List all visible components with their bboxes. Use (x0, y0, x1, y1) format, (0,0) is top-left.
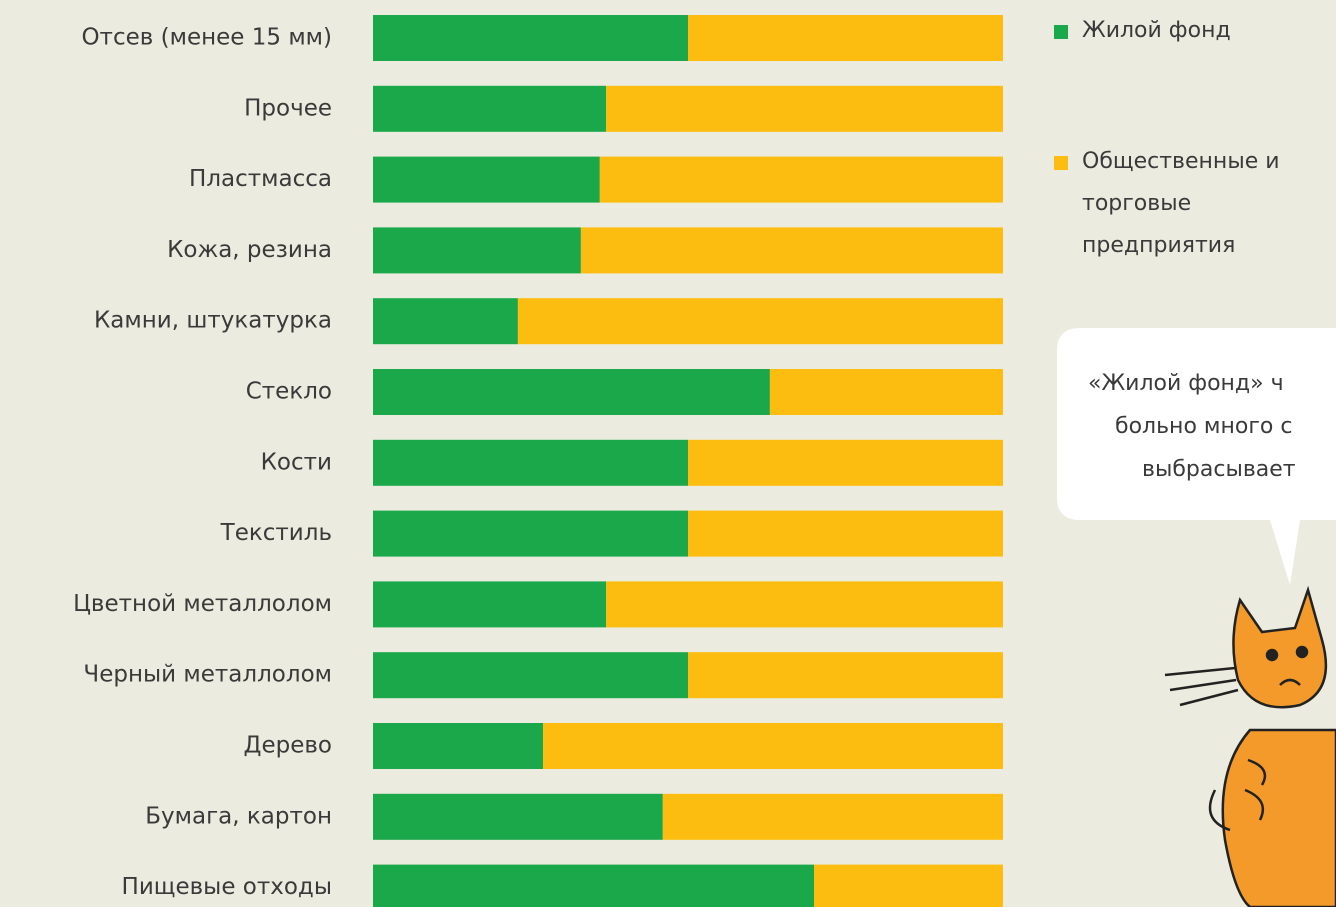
y-tick-label: Камни, штукатурка (94, 308, 332, 334)
bar-segment (373, 510, 688, 557)
y-tick-label: Текстиль (220, 520, 332, 546)
y-tick-label: Дерево (244, 733, 333, 759)
bar-segment (580, 227, 1003, 274)
annotation-text: «Жилой фонд» ч (1088, 371, 1284, 396)
cat-illustration (1164, 585, 1336, 907)
y-tick-label: Цветной металлолом (73, 591, 332, 617)
bar-segment (688, 652, 1003, 699)
bar-segment (688, 510, 1003, 557)
y-tick-label: Кости (261, 449, 332, 475)
bar-segment (373, 864, 814, 907)
legend-swatch (1054, 156, 1068, 170)
annotation-text: больно много с (1115, 414, 1292, 439)
bar-segment (606, 581, 1003, 628)
bar-segment (814, 864, 1003, 907)
bar-segment (769, 369, 1003, 415)
bar-segment (373, 369, 770, 415)
bar-segment (688, 15, 1003, 61)
bar-segment (373, 298, 518, 345)
bar-segment (373, 581, 607, 628)
bar-segment (543, 723, 1003, 769)
bar-segment (517, 298, 1003, 345)
bar-segment (373, 652, 688, 699)
y-tick-label: Черный металлолом (83, 662, 332, 688)
legend-label: Общественные и торговые предприятия (1082, 149, 1280, 258)
bar-segment (662, 793, 1003, 840)
y-tick-label: Пластмасса (189, 166, 332, 192)
legend-swatch (1054, 25, 1068, 39)
y-tick-label: Пищевые отходы (122, 874, 332, 900)
bar-segment (599, 156, 1003, 203)
y-tick-label: Кожа, резина (167, 237, 332, 263)
bar-segment (373, 85, 607, 132)
legend-label: Жилой фонд (1082, 18, 1231, 43)
bar-segment (373, 793, 663, 840)
bar-segment (688, 439, 1003, 486)
bar-segment (373, 723, 544, 769)
bar-segment (373, 15, 688, 61)
bar-segment (373, 156, 600, 203)
y-tick-label: Отсев (менее 15 мм) (81, 25, 332, 51)
annotation-text: выбрасывает (1142, 457, 1296, 482)
y-tick-label: Прочее (244, 95, 332, 121)
speech-bubble (1057, 328, 1336, 585)
bar-segment (373, 439, 688, 486)
y-tick-label: Стекло (246, 379, 332, 405)
y-tick-label: Бумага, картон (145, 803, 332, 829)
bar-segment (373, 227, 581, 274)
bar-segment (606, 85, 1003, 132)
